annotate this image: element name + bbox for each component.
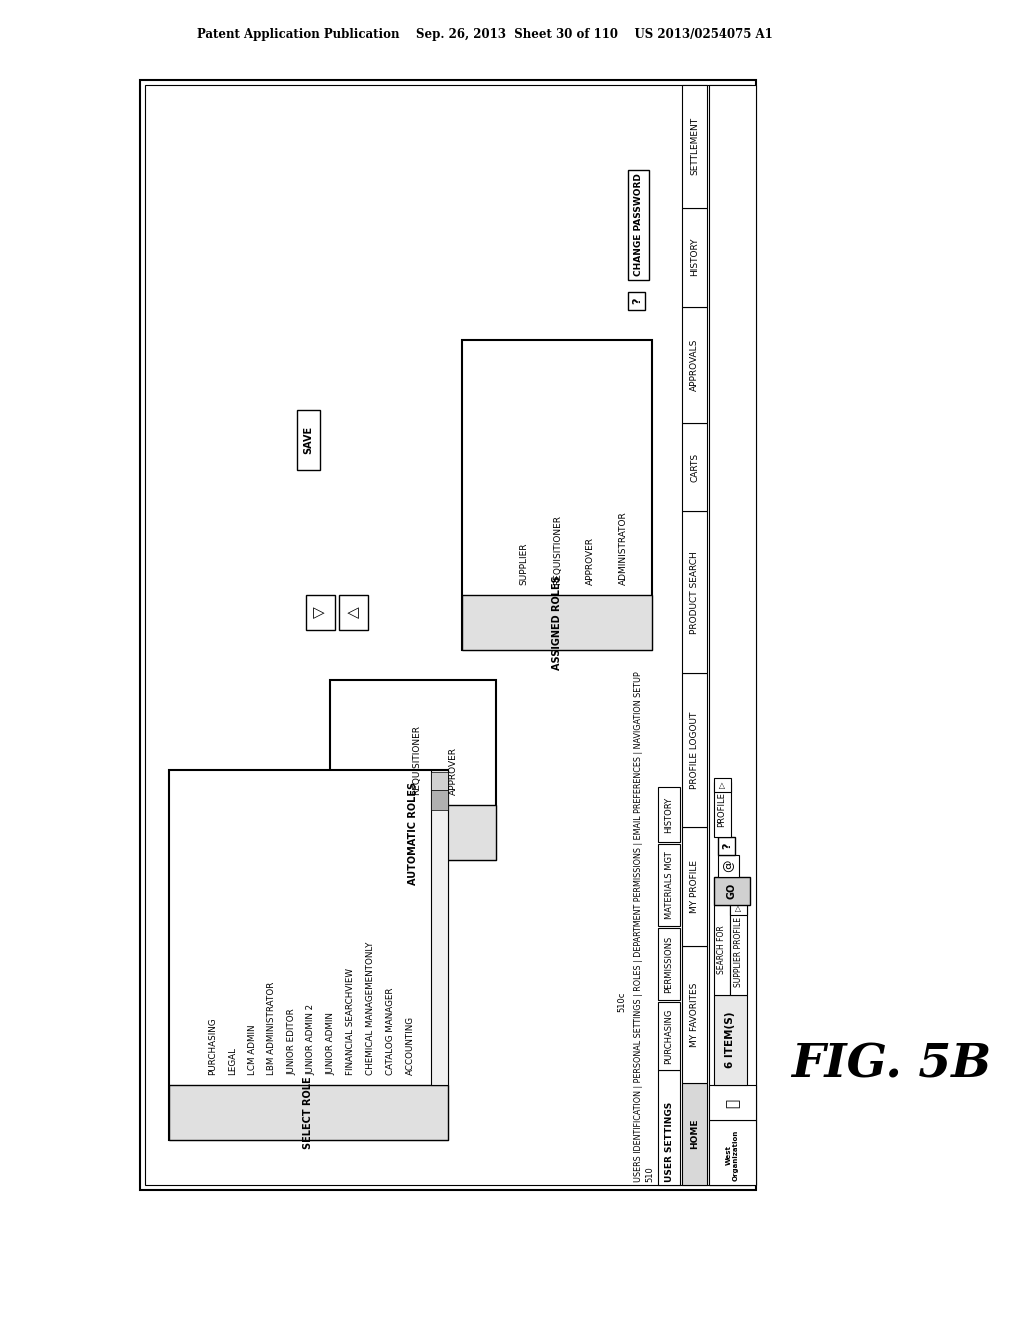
Bar [629,292,645,310]
Text: AUTOMATIC ROLES: AUTOMATIC ROLES [408,781,418,884]
Text: CHEMICAL MANAGEMENTONLY: CHEMICAL MANAGEMENTONLY [367,941,375,1074]
Text: APPROVALS: APPROVALS [690,338,699,391]
Text: ▷: ▷ [733,904,742,911]
Text: 510c: 510c [617,991,626,1012]
Text: SETTLEMENT: SETTLEMENT [690,117,699,176]
Bar [169,770,449,1140]
Text: PROFILE: PROFILE [718,792,727,828]
Bar [709,84,756,1185]
Text: JUNIOR ADMIN: JUNIOR ADMIN [327,1012,336,1074]
Bar [714,995,746,1085]
Bar [306,595,335,630]
Text: HOME: HOME [690,1118,699,1150]
Bar [463,595,652,649]
Text: PERMISSIONS: PERMISSIONS [665,936,674,993]
Bar [682,946,707,1082]
Bar [431,772,449,789]
Text: JUNIOR ADMIN 2: JUNIOR ADMIN 2 [307,1005,316,1074]
Text: PROFILE LOGOUT: PROFILE LOGOUT [690,711,699,789]
Text: LCM ADMIN: LCM ADMIN [248,1024,257,1074]
Text: PURCHASING: PURCHASING [208,1018,217,1074]
Text: CARTS: CARTS [690,453,699,482]
Bar [709,1119,756,1185]
Bar [657,843,680,927]
Bar [714,781,730,837]
Text: SUPPLIER PROFILE: SUPPLIER PROFILE [733,917,742,987]
Text: ▽: ▽ [312,607,328,618]
Text: LEGAL: LEGAL [227,1047,237,1074]
Text: SELECT ROLE: SELECT ROLE [303,1077,313,1150]
Bar [730,902,746,915]
Text: REQUISITIONER: REQUISITIONER [413,725,422,795]
Bar [682,422,707,511]
Text: West
Organization: West Organization [726,1130,739,1180]
Bar [657,1002,680,1071]
Text: LBM ADMINISTRATOR: LBM ADMINISTRATOR [267,982,276,1074]
Text: USER SETTINGS: USER SETTINGS [665,1102,674,1181]
Bar [339,595,368,630]
Bar [714,906,730,995]
Bar [330,680,496,861]
Text: FINANCIAL SEARCHVIEW: FINANCIAL SEARCHVIEW [346,968,355,1074]
Text: MY PROFILE: MY PROFILE [690,861,699,913]
Text: ?: ? [632,298,642,304]
Text: JUNIOR EDITOR: JUNIOR EDITOR [287,1008,296,1074]
Bar [682,511,707,673]
Text: REQUISITIONER: REQUISITIONER [553,515,562,585]
Bar [682,207,707,306]
Text: 510: 510 [645,1167,654,1181]
Text: PRODUCT SEARCH: PRODUCT SEARCH [690,550,699,634]
Bar [431,770,449,1085]
Text: SAVE: SAVE [303,426,313,454]
Text: SEARCH FOR: SEARCH FOR [717,925,726,974]
Bar [657,1071,680,1185]
Text: Patent Application Publication    Sep. 26, 2013  Sheet 30 of 110    US 2013/0254: Patent Application Publication Sep. 26, … [198,28,773,41]
Text: PURCHASING: PURCHASING [665,1008,674,1064]
Text: MY FAVORITES: MY FAVORITES [690,982,699,1047]
Bar [463,341,652,649]
Text: ?: ? [722,842,732,849]
Bar [657,787,680,842]
Text: △: △ [346,607,360,618]
Text: ASSIGNED ROLES: ASSIGNED ROLES [552,576,562,671]
Text: CHANGE PASSWORD: CHANGE PASSWORD [634,173,643,276]
Bar [682,673,707,826]
Bar [682,84,707,207]
Bar [145,84,752,1185]
Bar [431,789,449,810]
Text: APPROVER: APPROVER [586,537,595,585]
Bar [297,411,321,470]
Text: FIG. 5B: FIG. 5B [792,1041,991,1088]
Bar [714,876,750,906]
Text: ADMINISTRATOR: ADMINISTRATOR [620,511,628,585]
Text: APPROVER: APPROVER [449,747,458,795]
Bar [682,1082,707,1185]
Bar [730,906,746,995]
Text: MATERIALS MGT: MATERIALS MGT [665,851,674,919]
Text: ACCOUNTING: ACCOUNTING [406,1016,415,1074]
Bar [657,928,680,1001]
Text: USERS IDENTIFICATION | PERSONAL SETTINGS | ROLES | DEPARTMENT PERMISSIONS | EMAI: USERS IDENTIFICATION | PERSONAL SETTINGS… [634,672,643,1181]
Bar [140,81,756,1191]
Bar [682,306,707,422]
Text: ▷: ▷ [718,781,727,788]
Text: CATALOG MANAGER: CATALOG MANAGER [386,987,395,1074]
Text: GO: GO [727,883,736,899]
Bar [718,837,735,855]
Text: SUPPLIER: SUPPLIER [519,543,528,585]
Text: HISTORY: HISTORY [665,796,674,833]
Text: HISTORY: HISTORY [690,238,699,276]
Text: 6 ITEM(S): 6 ITEM(S) [725,1011,734,1068]
Bar [330,805,496,861]
Bar [718,855,739,876]
Bar [714,777,730,792]
Text: 🛒: 🛒 [725,1098,740,1107]
Bar [682,826,707,946]
Text: @: @ [722,859,735,873]
Bar [629,170,649,280]
Bar [169,1085,449,1140]
Bar [709,1085,756,1119]
